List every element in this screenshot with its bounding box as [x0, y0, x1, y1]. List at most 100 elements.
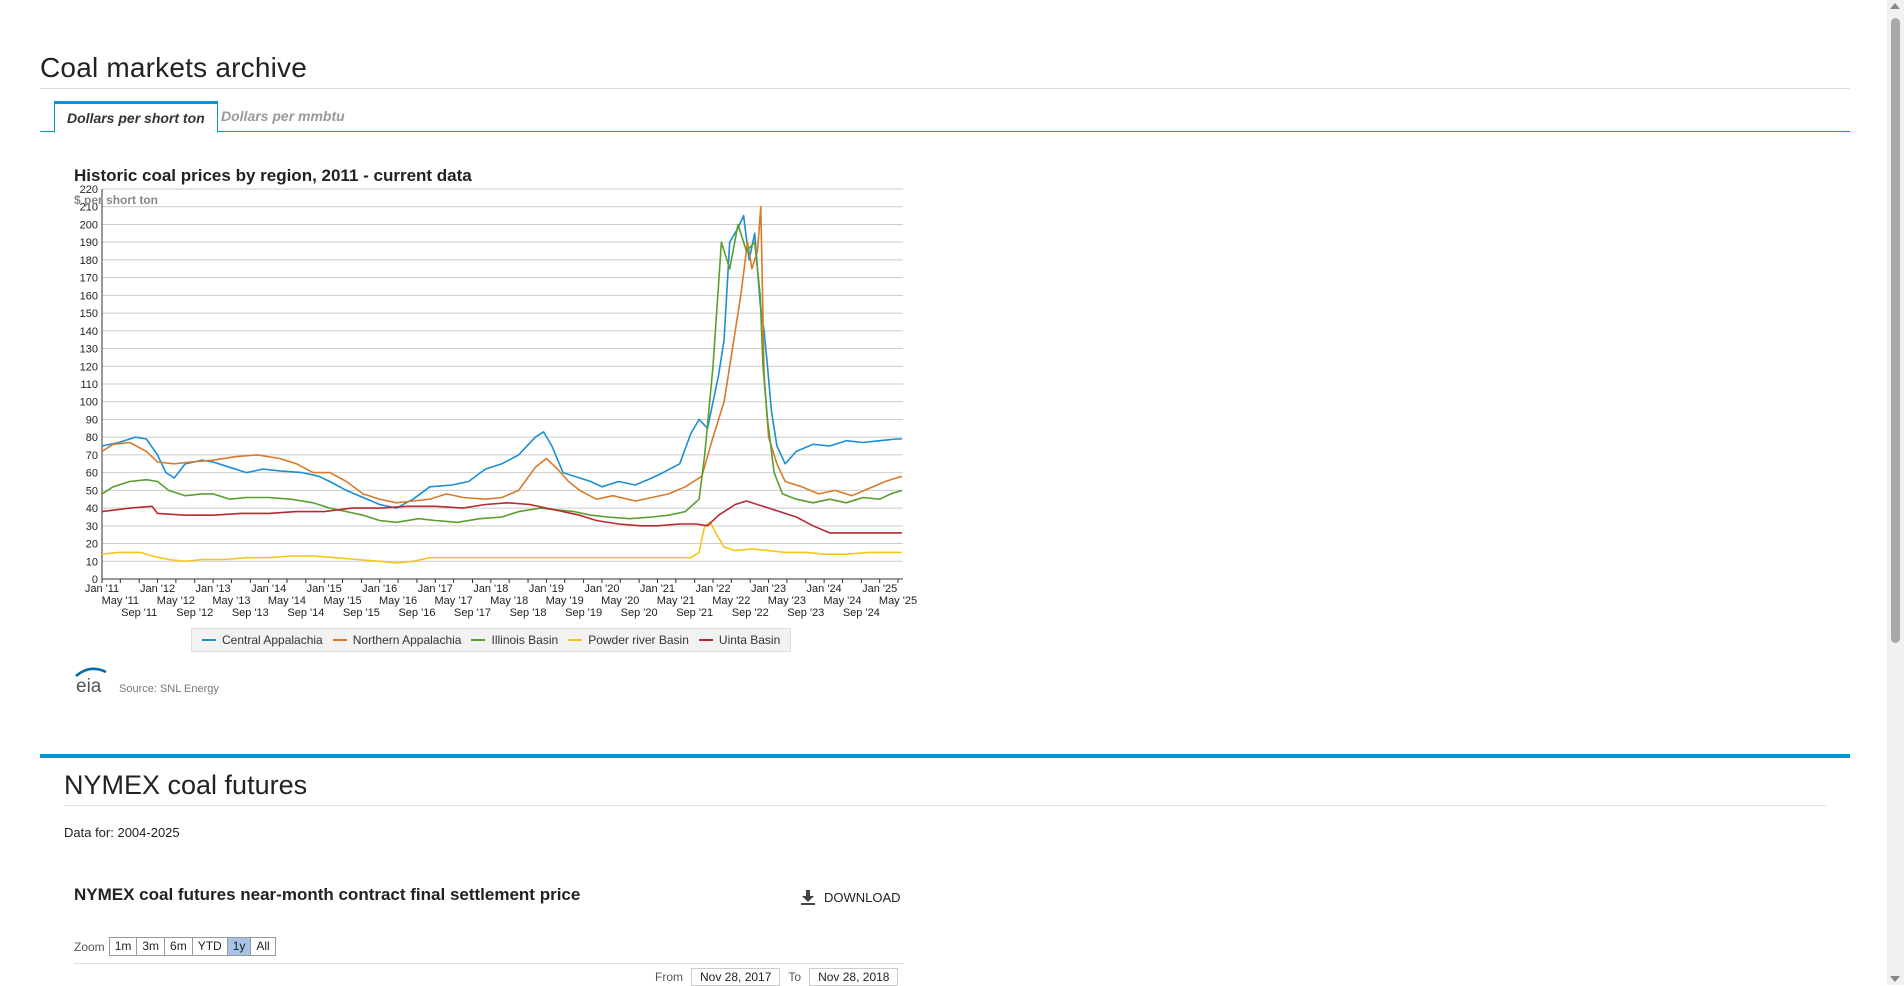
chart-title: Historic coal prices by region, 2011 - c… — [74, 166, 472, 185]
legend-item-illinois-basin[interactable]: Illinois Basin — [471, 633, 558, 647]
download-button[interactable]: DOWNLOAD — [800, 889, 901, 905]
y-tick-label: 40 — [86, 503, 98, 515]
series-line-powder-river-basin — [101, 521, 902, 564]
series-line-central-appalachia — [101, 214, 902, 509]
x-tick-label: May '18 — [490, 595, 528, 607]
y-tick-label: 150 — [80, 308, 98, 320]
x-tick-label: Jan '15 — [307, 583, 342, 595]
unit-tabs: Dollars per short ton Dollars per mmbtu — [40, 101, 1850, 133]
legend-item-northern-appalachia[interactable]: Northern Appalachia — [332, 633, 462, 647]
x-tick-label: Jan '13 — [196, 583, 231, 595]
x-tick-label: Sep '22 — [732, 607, 769, 619]
y-tick-label: 210 — [80, 202, 98, 214]
x-tick-label: Jan '11 — [85, 583, 119, 595]
x-tick-label: May '21 — [657, 595, 695, 607]
y-tick-label: 130 — [80, 344, 98, 356]
x-tick-label: Jan '24 — [807, 583, 842, 595]
from-label: From — [655, 970, 683, 984]
x-tick-label: May '15 — [323, 595, 361, 607]
legend-swatch — [332, 639, 347, 641]
x-tick-label: Jan '18 — [473, 583, 508, 595]
legend-swatch — [471, 639, 486, 641]
x-tick-label: Sep '13 — [232, 607, 269, 619]
y-tick-label: 100 — [80, 397, 98, 409]
tab-dollars-per-mmbtu[interactable]: Dollars per mmbtu — [221, 108, 345, 124]
x-tick-label: Sep '16 — [398, 607, 435, 619]
x-tick-label: Sep '12 — [176, 607, 213, 619]
to-date-input[interactable]: Nov 28, 2018 — [809, 968, 899, 986]
section-title: NYMEX coal futures — [64, 770, 308, 800]
chart-source: Source: SNL Energy — [119, 683, 219, 695]
y-tick-label: 70 — [86, 450, 98, 462]
y-tick-label: 0 — [92, 574, 98, 586]
x-tick-label: Jan '25 — [862, 583, 897, 595]
x-tick-label: Sep '11 — [121, 607, 157, 619]
y-tick-label: 120 — [80, 361, 98, 373]
zoom-1y-button[interactable]: 1y — [226, 937, 252, 956]
zoom-ytd-button[interactable]: YTD — [191, 937, 228, 956]
x-tick-label: Sep '20 — [621, 607, 658, 619]
scroll-up-arrow-icon[interactable] — [1890, 3, 1900, 9]
nymex-chart-title: NYMEX coal futures near-month contract f… — [74, 885, 581, 904]
x-tick-label: May '20 — [601, 595, 639, 607]
x-tick-label: Sep '24 — [843, 607, 880, 619]
download-icon — [801, 890, 815, 905]
y-tick-label: 60 — [86, 468, 98, 480]
legend-item-central-appalachia[interactable]: Central Appalachia — [202, 633, 323, 647]
section-title-divider — [64, 805, 1826, 806]
scroll-down-arrow-icon[interactable] — [1890, 976, 1900, 982]
legend-swatch — [202, 639, 216, 641]
to-label: To — [788, 970, 802, 984]
x-tick-label: Jan '19 — [529, 583, 564, 595]
y-tick-label: 220 — [80, 184, 98, 196]
y-tick-label: 140 — [80, 326, 98, 338]
y-tick-label: 30 — [86, 521, 98, 533]
x-tick-label: May '14 — [268, 595, 306, 607]
zoom-3m-button[interactable]: 3m — [136, 937, 166, 956]
coal-price-chart: 0 10 20 30 40 50 60 70 80 90 100 110 120 130 140 150 160… — [60, 150, 920, 710]
tab-dollars-per-short-ton[interactable]: Dollars per short ton — [54, 101, 218, 133]
data-range-note: Data for: 2004-2025 — [64, 825, 180, 840]
chart-unit-label: $ per short ton — [74, 193, 159, 207]
legend-label: Northern Appalachia — [352, 633, 462, 647]
y-tick-label: 20 — [86, 539, 98, 551]
zoom-1m-button[interactable]: 1m — [108, 937, 138, 956]
x-tick-label: Jan '14 — [251, 583, 286, 595]
x-tick-label: May '22 — [712, 595, 750, 607]
legend-label: Central Appalachia — [222, 633, 323, 647]
x-tick-label: Sep '21 — [676, 607, 713, 619]
x-tick-label: Jan '22 — [695, 583, 730, 595]
legend-item-uinta-basin[interactable]: Uinta Basin — [698, 633, 780, 647]
legend-item-powder-river-basin[interactable]: Powder river Basin — [568, 633, 689, 647]
zoom-all-button[interactable]: All — [250, 937, 276, 956]
zoom-6m-button[interactable]: 6m — [164, 937, 193, 956]
section-divider — [40, 754, 1850, 758]
x-tick-label: May '25 — [879, 595, 917, 607]
legend-swatch — [568, 639, 583, 641]
x-tick-label: Jan '12 — [140, 583, 175, 595]
x-tick-label: Jan '17 — [418, 583, 453, 595]
x-tick-label: Sep '17 — [454, 607, 491, 619]
x-tick-label: Jan '23 — [751, 583, 786, 595]
legend-label: Illinois Basin — [491, 633, 559, 647]
series-line-northern-appalachia — [101, 205, 903, 504]
range-divider — [74, 963, 904, 964]
legend-swatch — [698, 639, 713, 641]
x-tick-label: Sep '15 — [343, 607, 380, 619]
x-tick-label: Sep '19 — [565, 607, 602, 619]
y-tick-label: 170 — [80, 273, 98, 285]
x-tick-label: May '24 — [823, 595, 861, 607]
series-line-uinta-basin — [101, 500, 902, 534]
y-tick-label: 90 — [86, 414, 98, 426]
x-tick-label: May '23 — [768, 595, 806, 607]
x-tick-label: May '12 — [157, 595, 195, 607]
x-tick-label: May '11 — [102, 595, 139, 607]
x-tick-label: Jan '16 — [362, 583, 397, 595]
date-range-selector: From Nov 28, 2017 To Nov 28, 2018 — [655, 968, 906, 986]
y-tick-label: 190 — [80, 237, 98, 249]
page-scrollbar[interactable] — [1887, 0, 1904, 985]
x-tick-label: May '16 — [379, 595, 417, 607]
scrollbar-thumb[interactable] — [1891, 18, 1900, 643]
from-date-input[interactable]: Nov 28, 2017 — [691, 968, 781, 986]
zoom-controls: Zoom 1m 3m 6m YTD 1y All — [74, 937, 276, 956]
